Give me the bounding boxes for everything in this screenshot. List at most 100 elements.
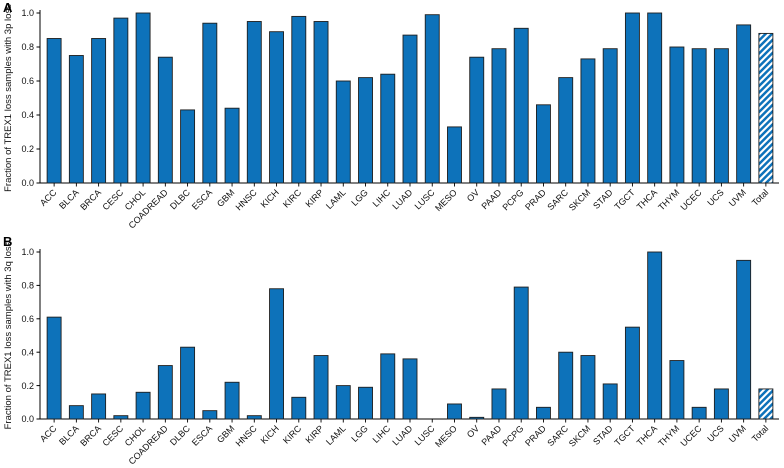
bar-sarc <box>558 77 574 184</box>
x-tick-label-laml: LAML <box>324 423 348 447</box>
x-tick-label-stad: STAD <box>591 187 615 211</box>
bar-ucec <box>691 48 707 184</box>
x-tick-label-total: Total <box>750 187 771 208</box>
x-tick-label-kirc: KIRC <box>281 187 304 210</box>
x-tick-label-lgg: LGG <box>349 187 370 208</box>
x-tick-label-tgct: TGCT <box>612 423 637 448</box>
y-tick-label: 0.4 <box>21 110 34 120</box>
x-tick-label-prad: PRAD <box>523 423 548 448</box>
x-tick-label-blca: BLCA <box>57 187 81 211</box>
y-tick-label: 0.8 <box>21 42 34 52</box>
x-tick-label-kirp: KIRP <box>303 187 325 209</box>
x-tick-label-thym: THYM <box>656 423 681 448</box>
x-tick-label-brca: BRCA <box>78 187 103 212</box>
x-tick-label-kich: KICH <box>259 423 281 445</box>
x-tick-label-ucs: UCS <box>705 187 726 208</box>
bar-ucs <box>713 48 729 184</box>
bar-paad <box>491 388 507 420</box>
panel-a-chart: 0.0 0.2 0.4 0.6 0.8 1.0 Fraction of TREX1 loss… <box>3 4 779 230</box>
bar-total <box>758 32 774 184</box>
bar-gbm <box>224 381 240 420</box>
bar-blca <box>68 405 84 420</box>
x-tick-label-skcm: SKCM <box>567 423 592 448</box>
bar-laml <box>335 385 351 420</box>
x-tick-label-ucec: UCEC <box>679 187 704 212</box>
y-tick-label: 0.0 <box>21 414 34 424</box>
bar-ucec <box>691 406 707 420</box>
bar-uvm <box>736 259 752 420</box>
bar-skcm <box>580 58 596 184</box>
y-tick-label: 0.6 <box>21 76 34 86</box>
bar-cesc <box>113 17 129 184</box>
x-tick-label-laml: LAML <box>324 187 348 211</box>
bar-prad <box>536 104 551 184</box>
x-tick-label-lihc: LIHC <box>371 187 393 209</box>
x-tick-label-kich: KICH <box>259 187 281 209</box>
bar-acc <box>46 38 62 184</box>
y-tick-label: 0.2 <box>21 381 34 391</box>
bar-meso <box>447 403 462 420</box>
bar-stad <box>602 48 618 184</box>
x-tick-label-meso: MESO <box>433 187 459 213</box>
bar-paad <box>491 48 507 184</box>
x-tick-label-ov: OV <box>465 187 481 203</box>
bar-lgg <box>358 77 373 184</box>
bar-total <box>758 388 774 420</box>
bar-esca <box>202 410 218 420</box>
x-tick-label-dlbc: DLBC <box>168 423 192 447</box>
bar-kirc <box>291 396 307 420</box>
x-tick-label-esca: ESCA <box>190 423 214 447</box>
bar-coadread <box>157 56 173 184</box>
bar-sarc <box>558 351 574 420</box>
bar-brca <box>91 38 107 184</box>
panel-b-chart: 0.0 0.2 0.4 0.6 0.8 1.0 Fraction of TREX1 loss… <box>3 241 779 466</box>
panel-a: A 0.0 0.2 0.4 0.6 0.8 1.0 Fraction of TREX1 lo… <box>3 0 779 230</box>
y-tick-label: 0.6 <box>21 314 34 324</box>
x-tick-label-ov: OV <box>465 423 481 439</box>
x-tick-label-paad: PAAD <box>479 423 503 447</box>
x-tick-label-esca: ESCA <box>190 187 214 211</box>
x-tick-label-hnsc: HNSC <box>234 423 259 448</box>
x-tick-label-pcpg: PCPG <box>501 423 526 448</box>
x-tick-label-ucec: UCEC <box>679 423 704 448</box>
bar-ov <box>469 416 485 420</box>
x-tick-label-pcpg: PCPG <box>501 187 526 212</box>
bar-dlbc <box>180 346 196 420</box>
x-tick-label-meso: MESO <box>433 423 459 449</box>
bar-prad <box>536 406 551 420</box>
bar-thym <box>669 360 685 420</box>
panel-b: B 0.0 0.2 0.4 0.6 0.8 1.0 Fraction of TREX1 lo… <box>0 234 784 468</box>
bar-lgg <box>358 386 373 420</box>
x-tick-label-cesc: CESC <box>100 187 125 212</box>
y-tick-label: 0.0 <box>21 178 34 188</box>
bar-thca <box>647 12 663 184</box>
x-tick-label-lusc: LUSC <box>413 187 437 211</box>
bar-tgct <box>624 326 640 420</box>
bar-hnsc <box>246 21 262 184</box>
x-tick-label-prad: PRAD <box>523 187 548 212</box>
bar-thca <box>647 251 663 420</box>
bar-kirc <box>291 15 307 184</box>
x-tick-label-uvm: UVM <box>727 187 748 208</box>
bar-brca <box>91 393 107 420</box>
x-tick-label-skcm: SKCM <box>567 187 592 212</box>
bar-lusc <box>424 14 440 184</box>
bar-lihc <box>380 353 396 420</box>
bar-thym <box>669 46 685 184</box>
bar-esca <box>202 22 218 184</box>
x-tick-label-kirc: KIRC <box>281 423 304 446</box>
x-tick-label-dlbc: DLBC <box>168 187 192 211</box>
bar-chol <box>135 12 151 184</box>
x-tick-label-lgg: LGG <box>349 423 370 444</box>
x-tick-label-tgct: TGCT <box>612 187 637 212</box>
x-tick-label-stad: STAD <box>591 423 615 447</box>
y-tick-label: 1.0 <box>21 247 34 257</box>
x-tick-label-paad: PAAD <box>479 187 503 211</box>
bar-coadread <box>157 365 173 420</box>
panel-a-label: A <box>3 0 13 15</box>
x-tick-label-kirp: KIRP <box>303 423 325 445</box>
x-tick-label-uvm: UVM <box>727 423 748 444</box>
y-tick-label: 0.4 <box>21 347 34 357</box>
bar-kich <box>269 31 284 184</box>
